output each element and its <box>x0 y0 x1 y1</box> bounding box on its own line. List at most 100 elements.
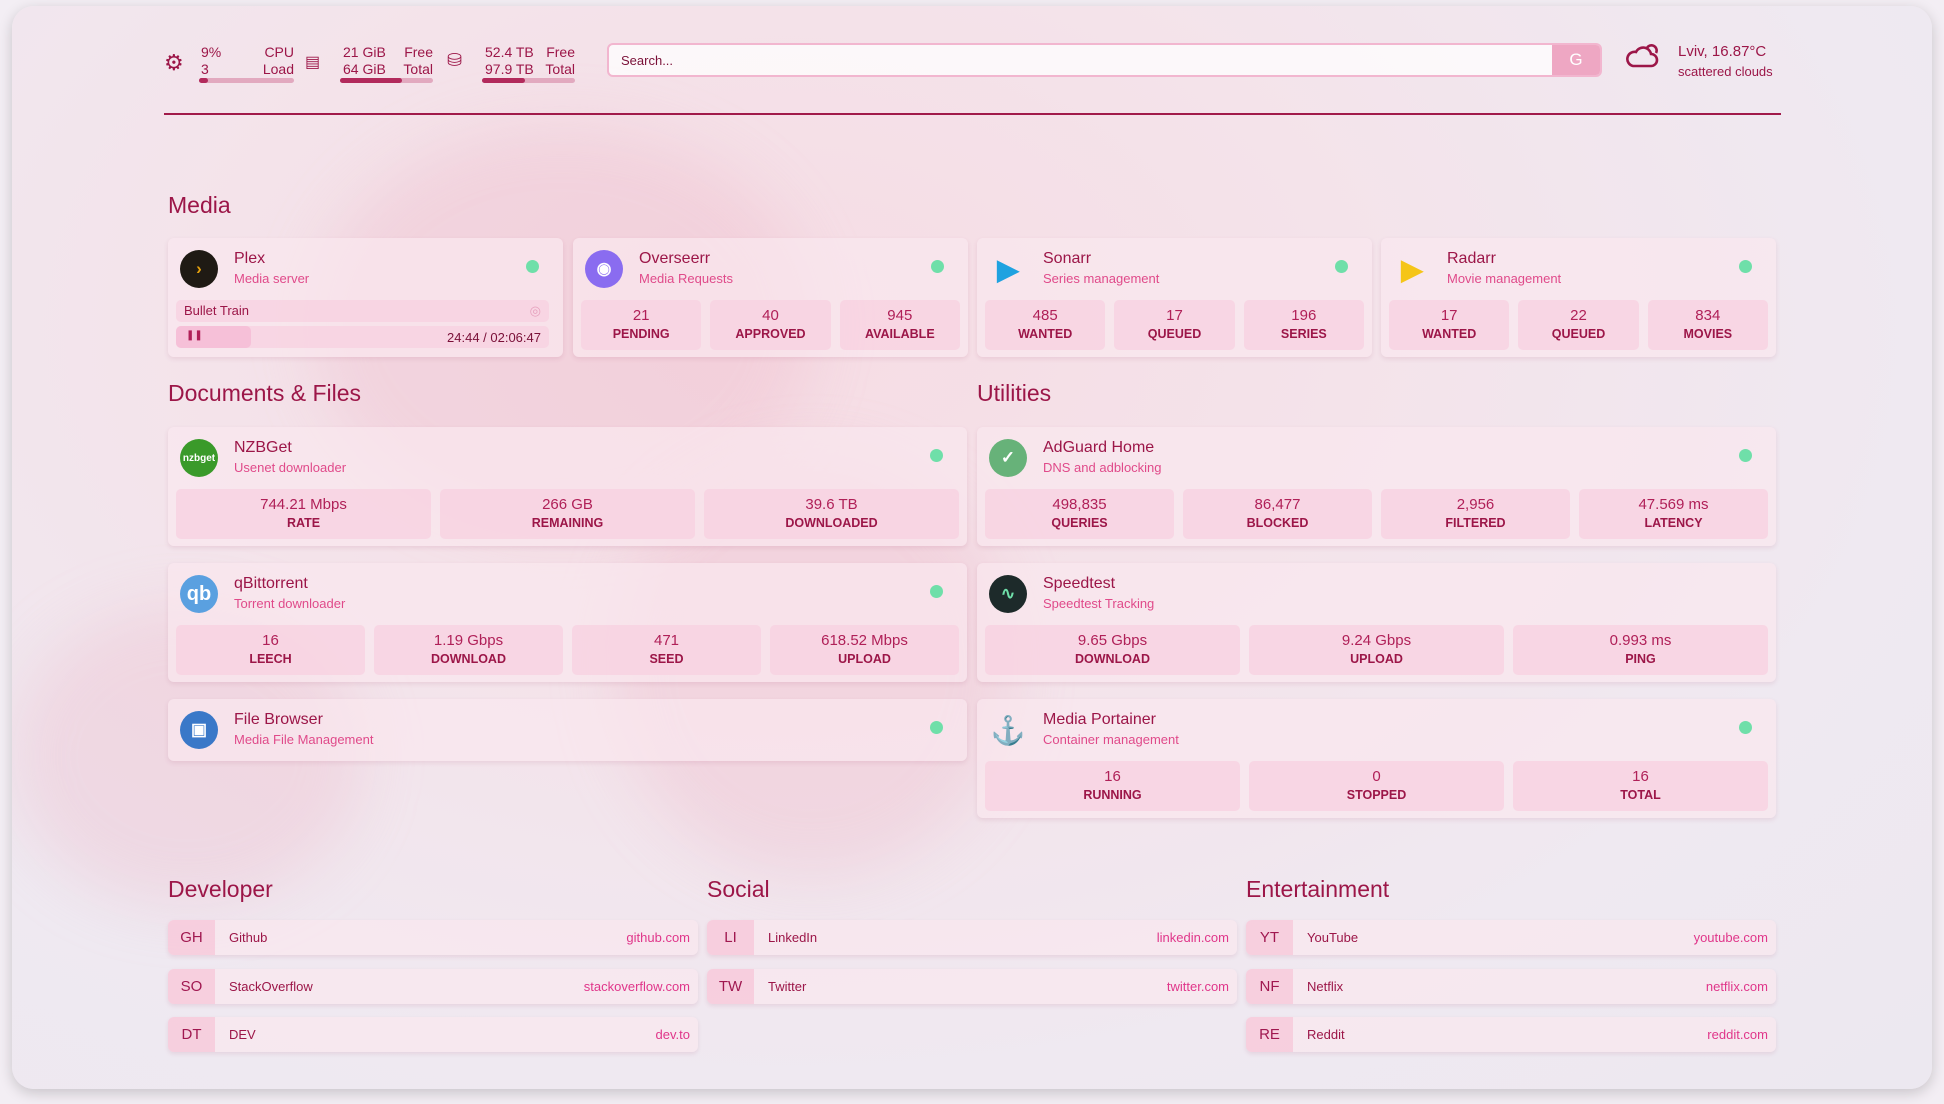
stat-value: 196 <box>1291 307 1317 324</box>
pause-button[interactable]: ❚❚ <box>186 330 203 341</box>
weather-location-temp: Lviv, 16.87°C <box>1678 43 1767 60</box>
stat-block: 47.569 ms LATENCY <box>1579 489 1768 539</box>
service-name[interactable]: Media Portainer <box>1043 711 1156 728</box>
stat-value: 945 <box>887 307 913 324</box>
search-input[interactable] <box>609 45 1552 75</box>
service-name[interactable]: Sonarr <box>1043 250 1092 267</box>
section-title-developer: Developer <box>168 876 273 902</box>
service-card-media-portainer[interactable]: ⚓ Media Portainer Container management 16 RU… <box>977 699 1776 818</box>
bar-fill <box>482 78 525 83</box>
status-indicator <box>930 585 943 598</box>
bookmark-url[interactable]: github.com <box>626 930 690 945</box>
playback-progress-row: ❚❚ 24:44 / 02:06:47 <box>176 326 549 348</box>
cpu-icon: ⚙ <box>164 50 184 75</box>
service-name[interactable]: AdGuard Home <box>1043 439 1155 456</box>
disk-widget: ⛁ 52.4 TB 97.9 TB Free Total <box>447 44 575 84</box>
status-indicator <box>1739 260 1752 273</box>
stat-label: UPLOAD <box>838 652 891 666</box>
search-engine-button[interactable]: G <box>1552 45 1600 75</box>
service-description: Movie management <box>1447 271 1562 286</box>
file-browser-icon: ▣ <box>180 711 218 749</box>
bookmark-url[interactable]: dev.to <box>655 1027 690 1042</box>
stat-label: REMAINING <box>531 516 604 530</box>
stat-label: MOVIES <box>1683 327 1733 341</box>
service-name[interactable]: Overseerr <box>639 250 711 267</box>
stat-value: 498,835 <box>1052 496 1107 513</box>
status-indicator <box>931 260 944 273</box>
stat-label: LATENCY <box>1644 516 1703 530</box>
service-card-speedtest[interactable]: ∿ Speedtest Speedtest Tracking 9.65 Gbps DOW… <box>977 563 1776 682</box>
memory-widget: ▤ 21 GiB 64 GiB Free Total <box>305 44 433 84</box>
stat-block: 196 SERIES <box>1243 300 1364 350</box>
service-card-file-browser[interactable]: ▣ File Browser Media File Management <box>168 699 967 761</box>
plex-icon: › <box>180 250 218 288</box>
service-description: Media Requests <box>639 271 733 286</box>
stat-label: FILTERED <box>1445 516 1506 530</box>
stat-value: 9.65 Gbps <box>1077 632 1148 649</box>
service-card-nzbget[interactable]: nzbget NZBGet Usenet downloader 744.21 Mbps… <box>168 427 967 546</box>
service-name[interactable]: Plex <box>234 250 266 267</box>
sonarr-icon: ▶ <box>997 253 1019 285</box>
bookmark-url[interactable]: youtube.com <box>1693 930 1768 945</box>
cloud-sun-icon <box>1626 44 1659 68</box>
stat-label: TOTAL <box>1620 788 1661 802</box>
bookmark-netflix[interactable]: NF Netflix netflix.com <box>1246 968 1776 1004</box>
stat-value: 22 <box>1570 307 1587 324</box>
free-label: Free <box>546 44 575 60</box>
playback-time: 24:44 / 02:06:47 <box>447 330 541 345</box>
service-name[interactable]: File Browser <box>234 711 323 728</box>
free-label: Free <box>404 44 433 60</box>
service-description: Container management <box>1043 732 1179 747</box>
bookmark-url[interactable]: linkedin.com <box>1156 930 1229 945</box>
service-card-radarr[interactable]: ▶ Radarr Movie management 17 WANTED 22 QUEUED 8… <box>1381 238 1776 357</box>
stat-label: SEED <box>649 652 684 666</box>
disk-icon: ⛁ <box>447 50 463 70</box>
total-label: Total <box>403 61 433 77</box>
bookmark-abbreviation: SO <box>168 968 215 1004</box>
bookmark-name: Reddit <box>1307 1027 1345 1042</box>
bookmark-url[interactable]: twitter.com <box>1166 978 1229 994</box>
header-divider <box>164 113 1781 115</box>
stat-label: QUERIES <box>1051 516 1108 530</box>
bookmark-stackoverflow[interactable]: SO StackOverflow stackoverflow.com <box>168 968 698 1004</box>
status-indicator <box>1739 449 1752 462</box>
bookmark-name: Netflix <box>1307 978 1344 994</box>
now-playing-title-row: Bullet Train ◎ <box>176 300 549 322</box>
service-card-sonarr[interactable]: ▶ Sonarr Series management 485 WANTED 17 QUEUE… <box>977 238 1372 357</box>
stat-block: 16 TOTAL <box>1513 761 1768 811</box>
stat-value: 834 <box>1695 307 1721 324</box>
bookmark-url[interactable]: reddit.com <box>1707 1027 1768 1042</box>
bookmark-github[interactable]: GH Github github.com <box>168 920 698 955</box>
stat-value: 17 <box>1166 307 1183 324</box>
nzbget-icon: nzbget <box>180 439 218 477</box>
stat-value: 618.52 Mbps <box>821 632 908 649</box>
service-name[interactable]: Radarr <box>1447 250 1496 267</box>
service-card-overseerr[interactable]: ◉ Overseerr Media Requests 21 PENDING 40 APPRO… <box>573 238 968 357</box>
service-name[interactable]: Speedtest <box>1043 575 1116 592</box>
service-card-qbittorrent[interactable]: qb qBittorrent Torrent downloader 16 LEECH 1.… <box>168 563 967 682</box>
service-name[interactable]: qBittorrent <box>234 575 308 592</box>
stat-value: 16 <box>1104 768 1121 785</box>
bookmark-url[interactable]: stackoverflow.com <box>583 978 690 994</box>
bookmark-dev[interactable]: DT DEV dev.to <box>168 1017 698 1052</box>
adguard-icon: ✓ <box>989 439 1027 477</box>
stat-value: 21 <box>632 307 650 324</box>
service-stats: 498,835 QUERIES 86,477 BLOCKED 2,956 FILTERED… <box>985 489 1768 539</box>
stat-block: 945 AVAILABLE <box>839 300 960 350</box>
bookmark-twitter[interactable]: TW Twitter twitter.com <box>707 968 1237 1004</box>
stat-value: 17 <box>1440 307 1458 324</box>
bookmark-youtube[interactable]: YT YouTube youtube.com <box>1246 920 1776 955</box>
stat-value: 47.569 ms <box>1638 496 1709 513</box>
cpu-bar <box>199 78 294 83</box>
service-card-plex[interactable]: › Plex Media server Bullet Train ◎ ❚❚ 24:44 / … <box>168 238 563 357</box>
service-card-adguard-home[interactable]: ✓ AdGuard Home DNS and adblocking 498,835 QU… <box>977 427 1776 546</box>
service-name[interactable]: NZBGet <box>234 439 292 456</box>
memory-bar <box>340 78 433 83</box>
service-description: Media File Management <box>234 732 374 747</box>
weather-condition: scattered clouds <box>1678 64 1773 79</box>
stat-value: 485 <box>1032 307 1058 324</box>
bookmark-url[interactable]: netflix.com <box>1705 978 1768 994</box>
speedtest-icon: ∿ <box>989 575 1027 613</box>
bookmark-reddit[interactable]: RE Reddit reddit.com <box>1246 1017 1776 1052</box>
bookmark-linkedin[interactable]: LI LinkedIn linkedin.com <box>707 920 1237 955</box>
